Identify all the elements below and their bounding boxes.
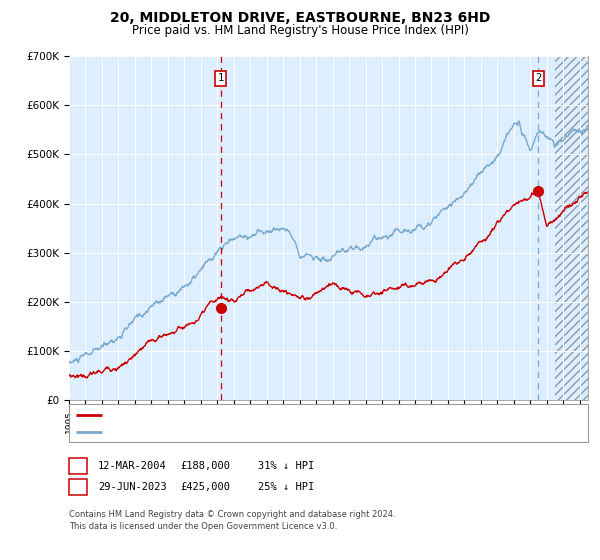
Text: £188,000: £188,000 [180, 461, 230, 471]
Text: 12-MAR-2004: 12-MAR-2004 [98, 461, 167, 471]
Text: 20, MIDDLETON DRIVE, EASTBOURNE, BN23 6HD: 20, MIDDLETON DRIVE, EASTBOURNE, BN23 6H… [110, 11, 490, 25]
Text: 25% ↓ HPI: 25% ↓ HPI [258, 482, 314, 492]
Text: 20, MIDDLETON DRIVE, EASTBOURNE, BN23 6HD (detached house): 20, MIDDLETON DRIVE, EASTBOURNE, BN23 6H… [109, 410, 439, 420]
Text: 1: 1 [75, 461, 81, 471]
Text: 29-JUN-2023: 29-JUN-2023 [98, 482, 167, 492]
Text: 2: 2 [75, 482, 81, 492]
Text: Price paid vs. HM Land Registry's House Price Index (HPI): Price paid vs. HM Land Registry's House … [131, 24, 469, 36]
Text: 1: 1 [217, 73, 224, 83]
Text: 2: 2 [535, 73, 542, 83]
Text: HPI: Average price, detached house, Eastbourne: HPI: Average price, detached house, East… [109, 427, 346, 437]
Text: 31% ↓ HPI: 31% ↓ HPI [258, 461, 314, 471]
Bar [555, 56, 588, 400]
Text: Contains HM Land Registry data © Crown copyright and database right 2024.
This d: Contains HM Land Registry data © Crown c… [69, 510, 395, 531]
Text: £425,000: £425,000 [180, 482, 230, 492]
